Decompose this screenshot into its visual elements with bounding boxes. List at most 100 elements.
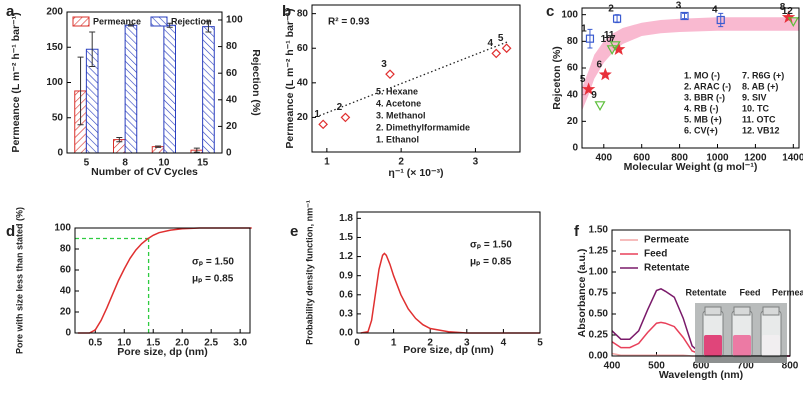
point-label: 10 — [601, 34, 613, 45]
point — [585, 34, 595, 43]
vial-liquid — [733, 335, 751, 356]
list-entry: 2. ARAC (-) — [684, 81, 731, 91]
plot-frame — [311, 4, 521, 153]
x-tick-label: 600 — [693, 361, 710, 372]
y-tick-label: 0.6 — [339, 289, 353, 300]
y-tick-label: 1.50 — [589, 225, 609, 236]
list-entry: 5. Hexane — [376, 86, 418, 96]
y-tick-label: 40 — [297, 77, 309, 88]
point — [318, 119, 328, 130]
x-tick-label: 1.5 — [146, 338, 160, 349]
x-tick-label: 1000 — [706, 153, 729, 164]
list-entry: 5. MB (+) — [684, 114, 722, 124]
x-tick-label: 1 — [391, 338, 397, 349]
x-tick-label: 0.5 — [88, 338, 102, 349]
panel-label: f — [574, 223, 580, 240]
bar — [202, 26, 215, 154]
x-tick-label: 1400 — [782, 153, 803, 164]
point — [606, 45, 618, 56]
error-bar — [127, 24, 134, 27]
list-entry: 6. CV(+) — [684, 125, 718, 135]
annotation: σₚ = 1.50 — [470, 240, 512, 251]
x-axis-title: Number of CV Cycles — [91, 166, 198, 178]
list-entry: 10. TC — [742, 103, 770, 113]
y2-tick-label: 0 — [226, 148, 232, 159]
x-tick-label: 2.5 — [204, 338, 218, 349]
point — [598, 67, 612, 81]
point-label: 6 — [597, 59, 603, 70]
annotation: μₚ = 0.85 — [192, 274, 234, 285]
point — [385, 69, 395, 80]
x-tick-label: 400 — [595, 153, 612, 164]
y-tick-label: 0.50 — [589, 309, 609, 320]
y-tick-label: 60 — [567, 63, 579, 74]
list-entry: 3. BBR (-) — [684, 92, 725, 102]
x-tick-label: 0 — [354, 338, 360, 349]
x-axis-title: η⁻¹ (× 10⁻³) — [388, 167, 443, 179]
plot-frame — [74, 227, 251, 334]
y-tick-label: 50 — [52, 112, 64, 123]
point-label: 5 — [498, 33, 504, 44]
point-label: 3 — [676, 1, 682, 12]
x-tick-label: 5 — [84, 158, 90, 169]
legend-label: Rejection — [171, 16, 212, 26]
x-tick-label: 10 — [158, 158, 170, 169]
y2-tick-label: 20 — [226, 121, 238, 132]
y-tick-label: 0.75 — [589, 288, 609, 299]
y-tick-label: 0.0 — [339, 328, 353, 339]
point-label: 9 — [591, 90, 597, 101]
point — [787, 17, 799, 28]
panel-label: b — [282, 3, 291, 20]
x-tick-label: 3 — [473, 157, 479, 168]
error-bar — [718, 12, 724, 28]
y-tick-label: 1.25 — [589, 246, 609, 257]
x-tick-label: 2 — [398, 157, 404, 168]
x-tick-label: 15 — [197, 158, 209, 169]
inset-label: Retentate — [685, 287, 726, 297]
y-tick-label: 0 — [65, 328, 71, 339]
list-entry: 11. OTC — [742, 114, 776, 124]
y-tick-label: 20 — [567, 116, 579, 127]
point-label: 12 — [782, 6, 794, 17]
y-tick-label: 0 — [57, 148, 63, 159]
point-label: 11 — [604, 30, 615, 41]
y-tick-label: 0.00 — [589, 351, 609, 362]
x-tick-label: 3 — [464, 338, 470, 349]
x-tick-label: 2.0 — [175, 338, 189, 349]
y-axis-title: Rejceton (%) — [551, 46, 563, 110]
y-tick-label: 150 — [46, 42, 63, 53]
x-tick-label: 1.0 — [117, 338, 131, 349]
y-axis-title: Probability density function, nm⁻¹ — [304, 200, 314, 345]
vial-liquid — [762, 335, 780, 356]
error-bar — [682, 12, 688, 20]
y-tick-label: 20 — [297, 112, 309, 123]
bar — [163, 24, 176, 154]
x-axis-title: Pore size, dp (nm) — [403, 344, 493, 356]
point — [680, 11, 689, 21]
y-tick-label: 1.2 — [339, 251, 353, 262]
panel-label: e — [290, 223, 298, 240]
y-tick-label: 80 — [60, 244, 72, 255]
error-bar — [77, 56, 84, 126]
x-tick-label: 400 — [604, 361, 621, 372]
list-entry: 7. R6G (+) — [742, 70, 784, 80]
y-tick-label: 0.25 — [589, 330, 609, 341]
y-tick-label: 0.9 — [339, 270, 353, 281]
error-bar — [205, 20, 212, 33]
point — [594, 101, 606, 112]
plot-frame — [581, 7, 800, 149]
y-tick-label: 1.8 — [339, 213, 353, 224]
y-tick-label: 60 — [60, 265, 72, 276]
vial-liquid — [704, 335, 722, 356]
error-bar — [614, 14, 620, 24]
x-tick-label: 2 — [427, 338, 433, 349]
vial-cap — [733, 306, 751, 316]
x-tick-label: 5 — [537, 338, 543, 349]
plot-frame — [356, 211, 541, 334]
point — [609, 41, 621, 52]
annotation: R² = 0.93 — [328, 17, 370, 28]
list-entry: 2. Dimethylformamide — [376, 122, 470, 132]
list-entry: 4. Acetone — [376, 98, 421, 108]
error-bar — [193, 147, 200, 153]
